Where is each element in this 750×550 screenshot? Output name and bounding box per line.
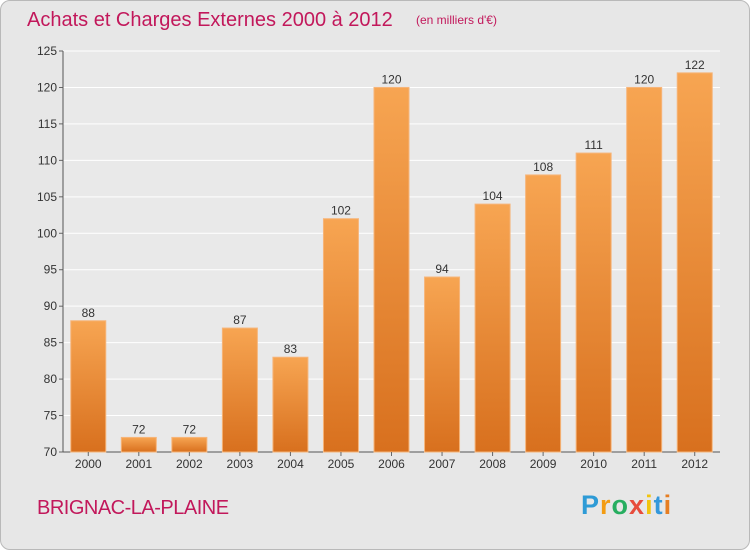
data-label-2000: 88 <box>82 306 96 320</box>
bar-2000 <box>70 320 107 453</box>
data-label-2007: 94 <box>435 262 449 276</box>
logo-letter: o <box>611 490 630 520</box>
logo-letter: i <box>645 490 654 520</box>
chart-title: Achats et Charges Externes 2000 à 2012 <box>27 9 393 31</box>
chart-subtitle: (en milliers d'€) <box>416 13 497 27</box>
data-label-2009: 108 <box>533 160 553 174</box>
y-tick-label: 110 <box>38 153 57 167</box>
x-tick-label-2001: 2001 <box>125 457 152 471</box>
bar-2003 <box>221 327 258 453</box>
data-label-2010: 111 <box>585 138 604 152</box>
data-label-2003: 87 <box>233 313 247 327</box>
y-tick-label: 75 <box>44 409 58 423</box>
y-tick-label: 95 <box>44 263 58 277</box>
y-tick-label: 90 <box>44 299 58 313</box>
logo-letter: P <box>581 490 601 520</box>
y-tick-label: 125 <box>37 44 57 58</box>
y-tick-label: 105 <box>37 190 57 204</box>
x-tick-label-2008: 2008 <box>479 457 506 471</box>
x-tick-label-2010: 2010 <box>580 457 607 471</box>
x-tick-label-2009: 2009 <box>530 457 557 471</box>
y-tick-label: 70 <box>44 445 58 459</box>
data-label-2005: 102 <box>331 204 351 218</box>
logo-letter: i <box>663 490 673 520</box>
x-tick-label-2002: 2002 <box>176 457 203 471</box>
x-tick-label-2006: 2006 <box>378 457 405 471</box>
proxiti-logo: Proxiti <box>581 490 672 521</box>
logo-letter: t <box>653 490 664 520</box>
data-label-2002: 72 <box>183 422 197 436</box>
bar-2007 <box>424 276 461 453</box>
y-tick-label: 80 <box>44 372 58 386</box>
bar-2004 <box>272 356 309 453</box>
bar-2006 <box>373 86 410 453</box>
x-tick-label-2012: 2012 <box>681 457 708 471</box>
x-tick-label-2003: 2003 <box>227 457 254 471</box>
bar-2008 <box>474 203 511 453</box>
bar-2001 <box>120 436 157 453</box>
bar-2010 <box>575 152 612 453</box>
y-tick-label: 120 <box>37 80 57 94</box>
commune-name: BRIGNAC-LA-PLAINE <box>37 497 229 519</box>
x-tick-label-2007: 2007 <box>429 457 456 471</box>
data-label-2011: 120 <box>634 72 654 86</box>
y-tick-label: 115 <box>38 117 57 131</box>
x-tick-label-2011: 2011 <box>631 457 657 471</box>
data-label-2006: 120 <box>381 72 401 86</box>
y-tick-label: 100 <box>37 226 57 240</box>
logo-letter: x <box>629 490 646 520</box>
logo-letter: r <box>600 490 612 520</box>
bar-2012 <box>676 72 713 453</box>
y-tick-label: 85 <box>44 336 58 350</box>
bar-2002 <box>171 436 208 453</box>
data-label-2001: 72 <box>132 422 146 436</box>
x-tick-label-2004: 2004 <box>277 457 304 471</box>
data-label-2012: 122 <box>685 58 705 72</box>
x-tick-label-2005: 2005 <box>328 457 355 471</box>
data-label-2008: 104 <box>483 189 503 203</box>
bar-2005 <box>322 218 359 453</box>
bar-2009 <box>525 174 562 453</box>
x-tick-label-2000: 2000 <box>75 457 102 471</box>
bar-2011 <box>626 86 663 453</box>
data-label-2004: 83 <box>284 342 298 356</box>
